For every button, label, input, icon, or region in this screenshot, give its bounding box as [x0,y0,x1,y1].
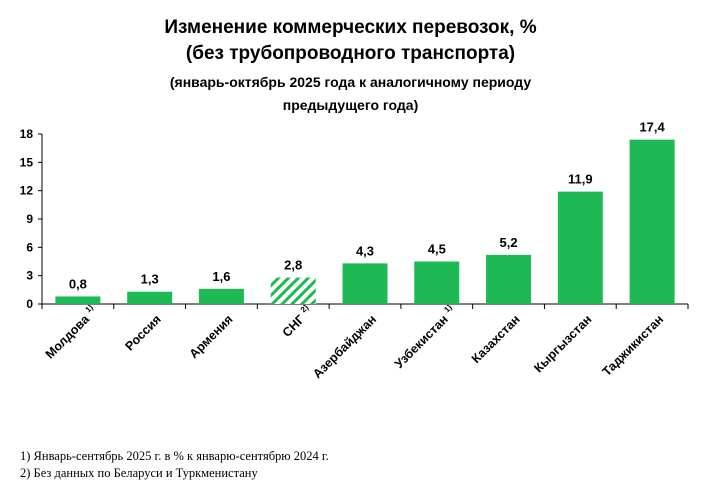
footnote-mark: 2) [299,303,311,315]
x-tick-label: Армения [187,312,236,361]
data-label: 4,5 [428,242,446,257]
y-tick-label: 15 [20,155,34,169]
data-label: 5,2 [500,235,518,250]
x-tick-label-text: СНГ [280,312,308,340]
bars [55,139,675,304]
footnote-2: 2) Без данных по Беларуси и Туркменистан… [20,466,258,480]
data-label: 1,6 [212,269,230,284]
data-label: 11,9 [568,172,593,187]
data-label: 4,3 [356,243,374,258]
footnotes: 1) Январь-сентябрь 2025 г. в % к январю-… [20,448,329,482]
footnote-mark: 1) [84,303,96,315]
data-label: 1,3 [141,272,159,287]
bar [127,291,173,304]
y-tick-label: 0 [26,297,33,311]
y-tick-label: 12 [20,184,34,198]
bar [55,296,101,304]
y-tick-label: 9 [26,212,33,226]
bar [486,254,532,304]
data-label: 17,4 [639,120,665,135]
bar [342,263,388,304]
x-tick-label-text: Кыргызстан [531,312,594,375]
x-tick-label: Азербайджан [310,312,379,381]
chart-title: Изменение коммерческих перевозок, % [164,17,537,38]
x-tick-label-text: Россия [122,312,163,353]
footnote-1: 1) Январь-сентябрь 2025 г. в % к январю-… [20,449,329,463]
bar [629,139,675,304]
bar [198,288,244,304]
bar [270,277,316,304]
chart-title-line2: (без трубопроводного транспорта) [185,43,516,64]
bar [414,261,460,304]
x-tick-label-text: Таджикистан [600,312,667,379]
x-tick-label-text: Азербайджан [310,312,379,381]
data-label: 0,8 [69,276,87,291]
x-tick-label-text: Армения [187,312,236,361]
y-tick-label: 3 [26,269,33,283]
x-tick-label-text: Узбекистан [392,312,451,371]
x-tick-label: Таджикистан [600,312,667,379]
footnote-mark: 1) [442,303,454,315]
y-tick-label: 18 [20,127,34,141]
x-tick-label-text: Молдова [43,311,93,361]
x-tick-label: Россия [122,312,163,353]
y-tick-label: 6 [26,240,33,254]
bar [557,191,603,304]
chart-subtitle-line2: предыдущего года) [282,97,419,113]
x-tick-label: Казахстан [469,312,523,366]
data-label: 2,8 [284,258,302,273]
x-tick-label-text: Казахстан [469,312,523,366]
x-tick-label: Кыргызстан [531,312,594,375]
chart-subtitle: (январь-октябрь 2025 года к аналогичному… [169,74,532,90]
